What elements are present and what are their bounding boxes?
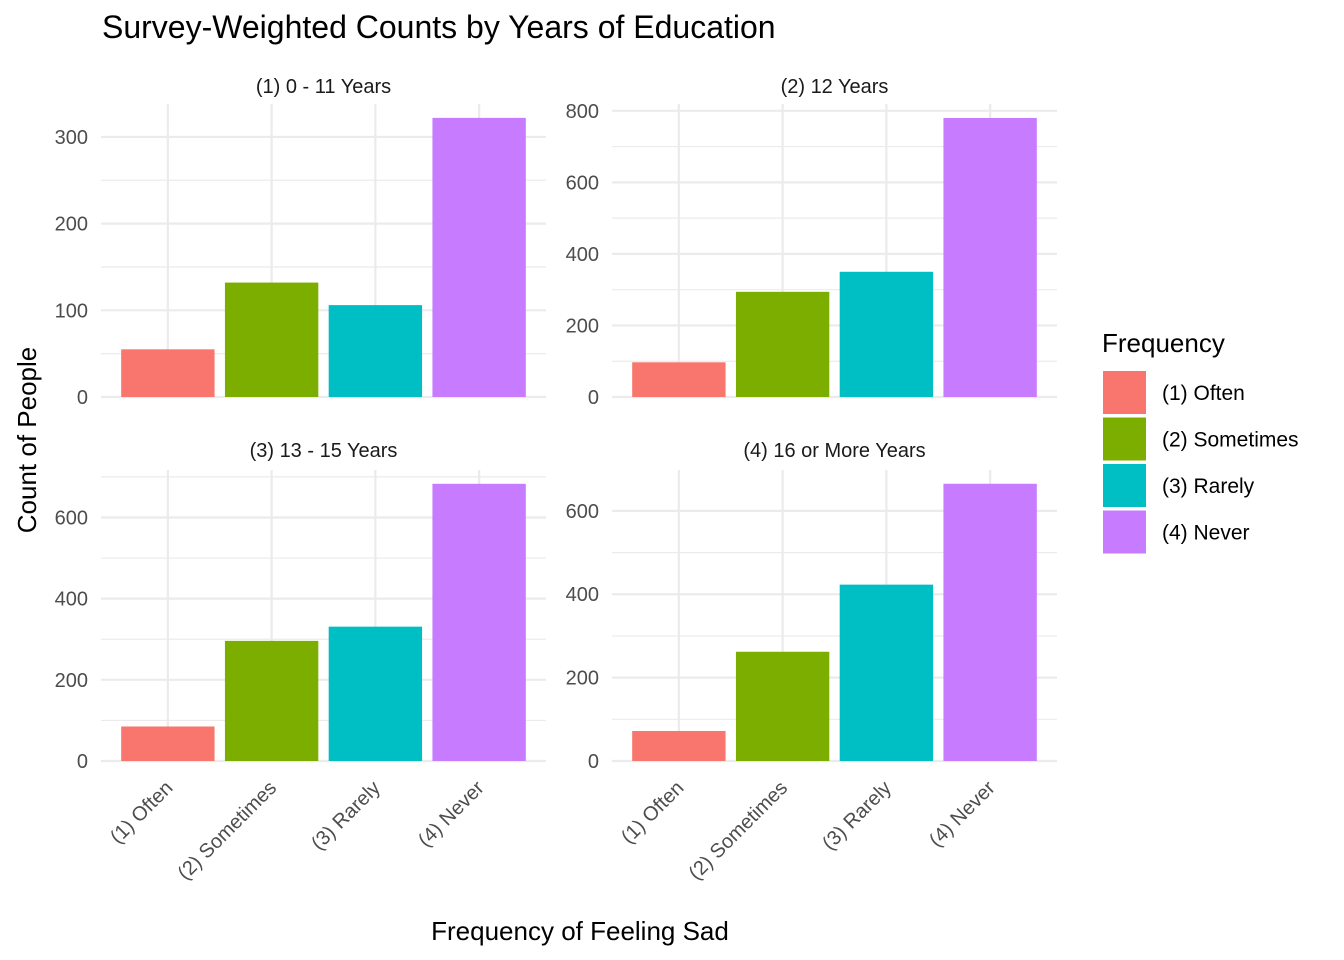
x-tick-label: (1) Often <box>106 777 177 848</box>
bar <box>943 117 1037 397</box>
facet-panel: (1) 0 - 11 Years 0 100 200 300 <box>55 76 546 409</box>
legend-swatch <box>1103 417 1146 461</box>
x-axis-label: Frequency of Feeling Sad <box>431 916 729 946</box>
bar <box>121 726 215 761</box>
legend: Frequency (1) Often (2) Sometimes (3) Rare… <box>1102 328 1299 554</box>
facet-panel: (2) 12 Years 0 200 400 600 800 <box>566 76 1057 409</box>
y-tick-label: 0 <box>588 751 599 773</box>
x-tick-label: (4) Never <box>925 777 1000 852</box>
y-tick-label: 0 <box>77 387 88 409</box>
y-tick-label: 200 <box>566 315 599 337</box>
bar <box>224 640 319 761</box>
y-tick-label: 400 <box>55 589 88 611</box>
bar <box>632 362 726 397</box>
legend-label: (2) Sometimes <box>1162 429 1299 452</box>
x-tick-label: (4) Never <box>414 777 489 852</box>
bar <box>839 271 934 397</box>
y-tick-label: 0 <box>588 387 599 409</box>
bar <box>328 305 423 397</box>
x-tick-label: (3) Rarely <box>818 777 896 855</box>
legend-items: (1) Often (2) Sometimes (3) Rarely (4) Neve… <box>1103 371 1299 554</box>
facet-label: (1) 0 - 11 Years <box>256 76 391 98</box>
legend-item: (2) Sometimes <box>1103 417 1299 461</box>
bar <box>735 651 830 761</box>
legend-swatch <box>1103 464 1146 507</box>
bar <box>839 584 934 761</box>
facet-label: (3) 13 - 15 Years <box>250 440 398 462</box>
y-tick-label: 0 <box>77 751 88 773</box>
bar <box>943 483 1037 761</box>
x-tick-label: (3) Rarely <box>307 777 385 855</box>
y-tick-label: 400 <box>566 244 599 266</box>
legend-label: (4) Never <box>1162 522 1250 545</box>
y-tick-label: 800 <box>566 101 599 123</box>
bar <box>121 349 215 397</box>
legend-swatch <box>1103 371 1146 414</box>
y-tick-label: 200 <box>55 214 88 236</box>
y-tick-label: 600 <box>566 172 599 194</box>
y-tick-label: 200 <box>566 668 599 690</box>
legend-item: (1) Often <box>1103 371 1245 414</box>
facet-panels: (1) 0 - 11 Years 0 100 200 300 (2) 12 Years 0 2… <box>55 76 1057 884</box>
y-tick-label: 300 <box>55 127 88 149</box>
legend-label: (1) Often <box>1162 382 1245 405</box>
y-tick-label: 600 <box>566 501 599 523</box>
legend-label: (3) Rarely <box>1162 475 1255 498</box>
legend-item: (3) Rarely <box>1103 464 1255 507</box>
legend-swatch <box>1103 510 1146 554</box>
x-tick-label: (2) Sometimes <box>685 777 793 885</box>
y-axis-label: Count of People <box>12 347 42 533</box>
legend-title: Frequency <box>1102 328 1225 358</box>
bar <box>735 291 830 397</box>
facet-panel: (3) 13 - 15 Years 0 200 400 600 (1) Often(2) … <box>55 440 546 884</box>
bar <box>432 117 526 398</box>
bar <box>224 282 319 397</box>
y-tick-label: 200 <box>55 670 88 692</box>
y-tick-label: 400 <box>566 584 599 606</box>
y-tick-label: 100 <box>55 300 88 322</box>
legend-item: (4) Never <box>1103 510 1250 554</box>
x-tick-label: (2) Sometimes <box>174 777 282 885</box>
bar <box>632 730 726 761</box>
facet-label: (4) 16 or More Years <box>743 440 925 462</box>
x-tick-label: (1) Often <box>617 777 688 848</box>
y-tick-label: 600 <box>55 507 88 529</box>
bar <box>328 626 423 761</box>
facet-label: (2) 12 Years <box>781 76 889 98</box>
chart-title: Survey-Weighted Counts by Years of Educa… <box>102 9 776 45</box>
bar <box>432 483 526 761</box>
